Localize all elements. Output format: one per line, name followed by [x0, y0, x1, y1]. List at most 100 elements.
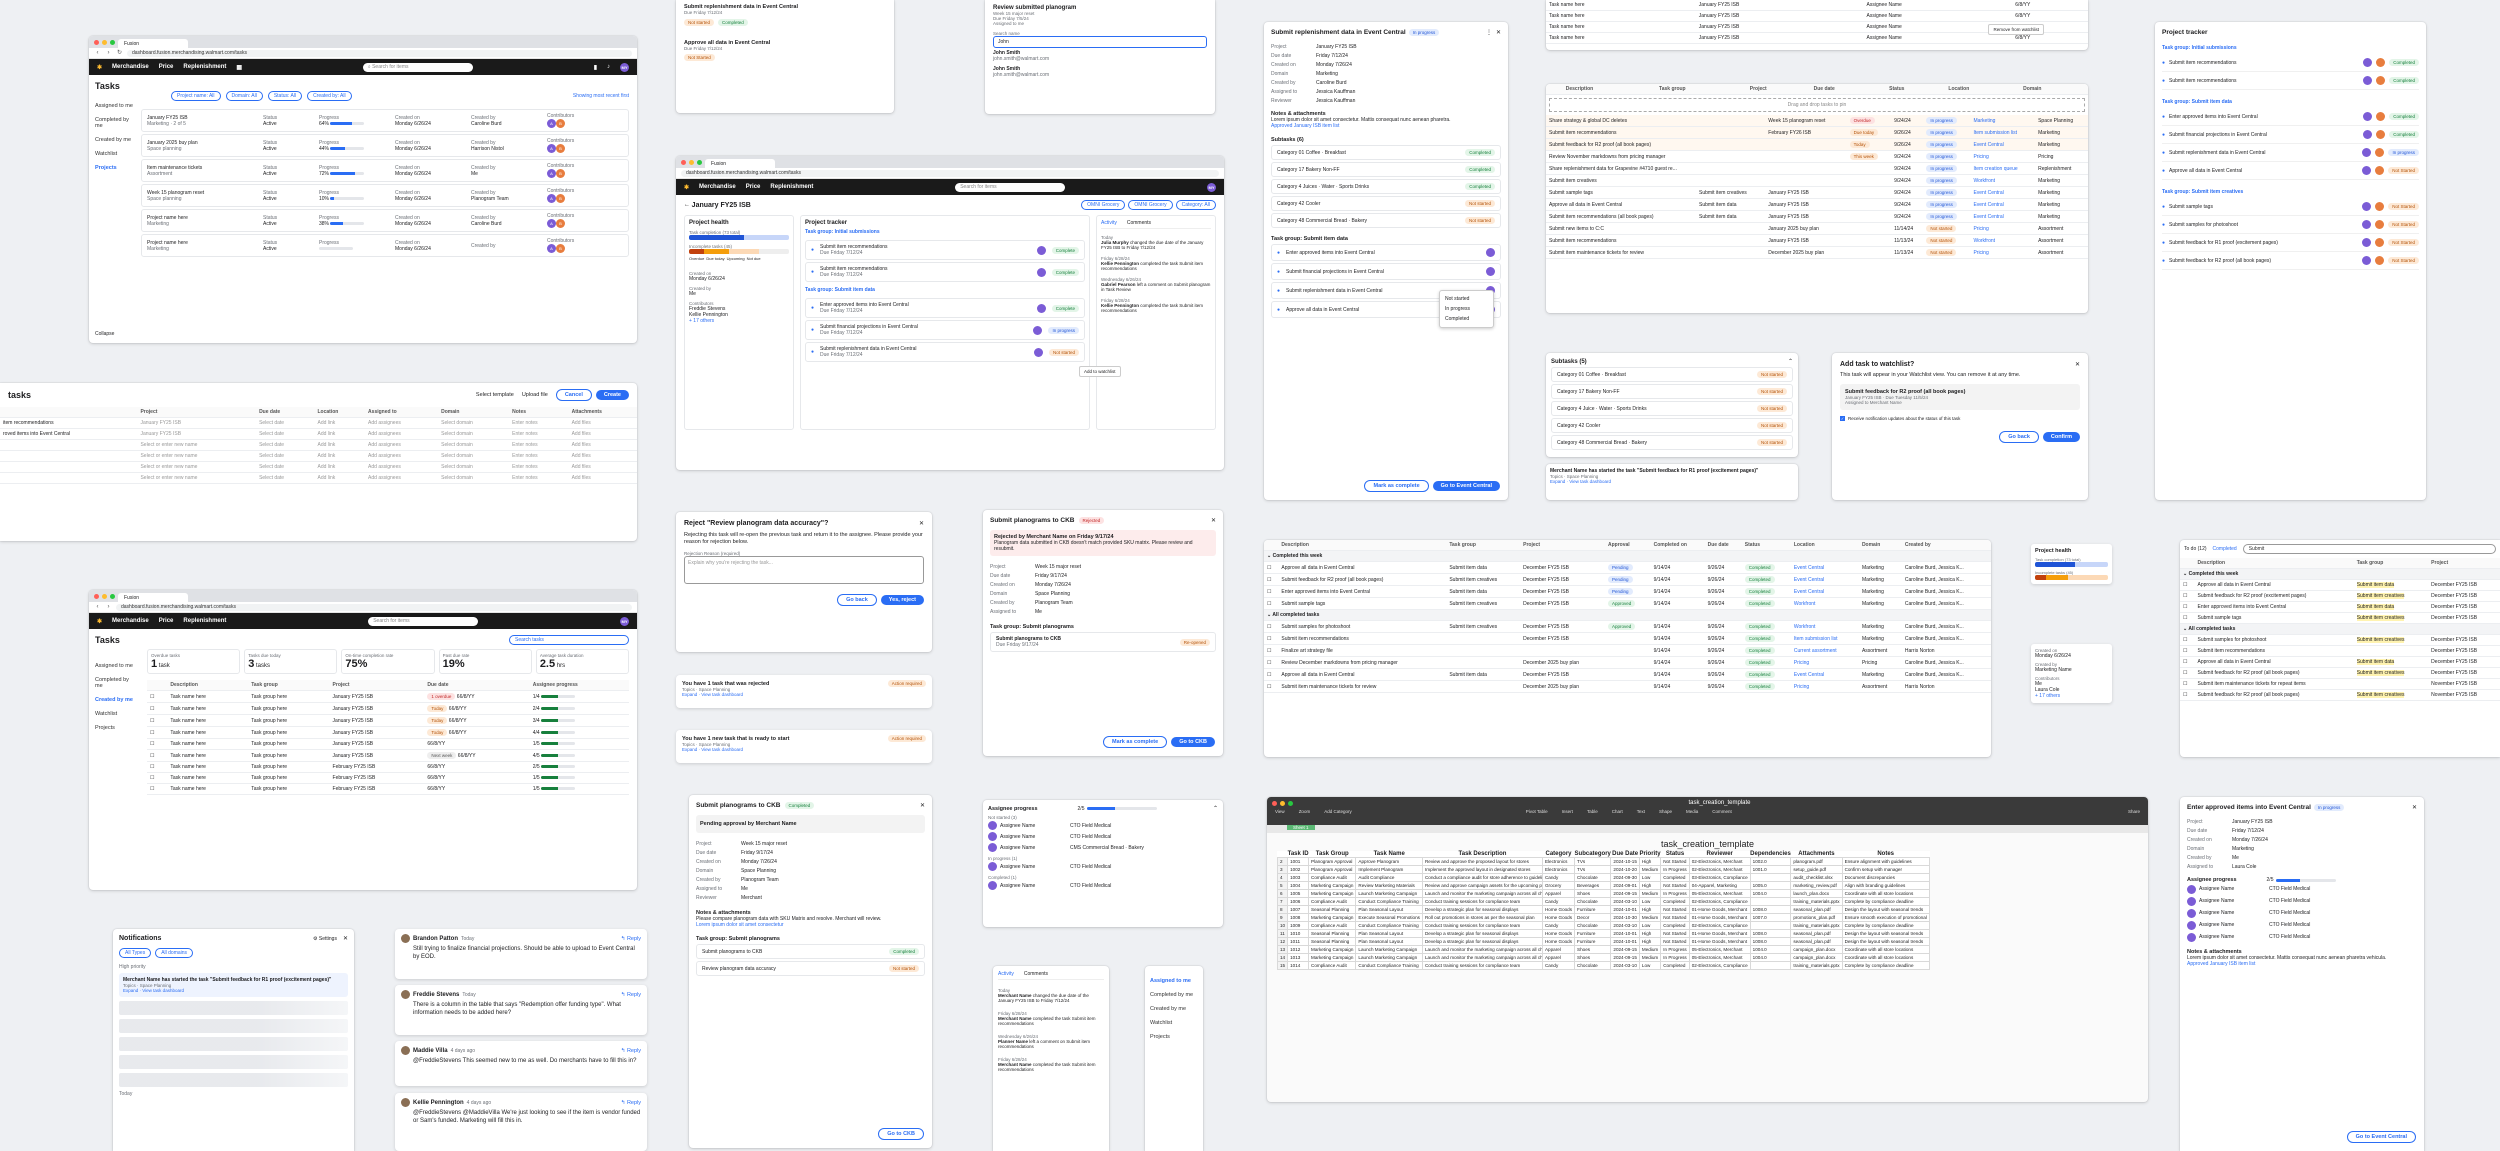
check-cell[interactable]: ☐: [147, 690, 168, 703]
sidebar-item-assigned[interactable]: Assigned to me: [95, 663, 133, 669]
col-header[interactable]: Project: [2428, 558, 2500, 569]
settings-button[interactable]: ⚙ Settings: [313, 935, 337, 942]
back-icon[interactable]: ‹: [96, 603, 99, 610]
col-header[interactable]: Task group: [1446, 540, 1521, 551]
more-contributors[interactable]: + 17 others: [689, 318, 715, 324]
close-icon[interactable]: ✕: [918, 521, 924, 527]
table-row[interactable]: ☐ Task name here Task group here January FY…: [147, 702, 629, 715]
filter-project[interactable]: Project name: All: [171, 91, 221, 101]
table-row[interactable]: ☐ Task name here Task group here January FY…: [147, 738, 629, 750]
table-row[interactable]: ☐ Task name here Task group here February F…: [147, 772, 629, 784]
remove-watchlist-menu[interactable]: Remove from watchlist: [1988, 24, 2044, 35]
back-arrow-icon[interactable]: ←: [684, 202, 692, 208]
collapse-button[interactable]: Collapse: [95, 331, 115, 337]
nav-merchandise[interactable]: Merchandise: [112, 64, 149, 70]
close-icon[interactable]: ✕: [1495, 30, 1501, 36]
nav-price[interactable]: Price: [745, 184, 761, 190]
section-header[interactable]: ⌄ Completed this week: [2180, 568, 2500, 580]
sheet-row[interactable]: 13 1012 Marketing Campaign Launch Marketing…: [1276, 945, 1930, 954]
location-link[interactable]: Workfront: [1973, 237, 1996, 244]
url-bar[interactable]: dashboard.fusion.merchandising.walmart.c…: [681, 169, 1219, 177]
table-row[interactable]: ☐ Enter approved items into Event Central…: [2180, 601, 2500, 613]
filter-created-by[interactable]: Created by: All: [307, 91, 352, 101]
chevron-up-icon[interactable]: ⌃: [1787, 359, 1793, 365]
name-search-input[interactable]: John: [993, 36, 1207, 48]
input-cell[interactable]: Select domain: [438, 439, 510, 451]
toolbar-button[interactable]: Add Category: [1324, 809, 1352, 814]
table-row[interactable]: ☐ Submit samples for photoshoot Submit ite…: [1264, 620, 1991, 633]
input-cell[interactable]: Select or enter new name: [137, 472, 257, 484]
url-bar[interactable]: dashboard.fusion.merchandising.walmart.c…: [127, 49, 632, 57]
subtask-row[interactable]: Category 4 Juices · Water · Sports Drink…: [1271, 179, 1501, 194]
input-cell[interactable]: Add link: [314, 472, 366, 484]
tab-activity[interactable]: Activity: [1101, 220, 1117, 226]
table-row[interactable]: Share replenishment data for Grapevine #…: [1546, 162, 2088, 175]
avatar[interactable]: MY: [1206, 182, 1216, 192]
input-cell[interactable]: Add link: [314, 428, 366, 440]
table-row[interactable]: ☐ Task name here Task group here February F…: [147, 761, 629, 773]
notification-item-blurred[interactable]: [119, 1001, 348, 1015]
sidebar-item[interactable]: Created by me: [1150, 1006, 1187, 1012]
input-cell[interactable]: [0, 439, 138, 451]
tracker-task[interactable]: ● Enter approved items into Event Central…: [805, 298, 1085, 318]
sidebar-item-created[interactable]: Created by me: [95, 137, 132, 143]
input-cell[interactable]: January FY25 ISB: [137, 428, 257, 440]
col-header[interactable]: Status: [1665, 851, 1685, 857]
col-header[interactable]: Attachments: [1798, 851, 1835, 857]
table-row[interactable]: Task name here January FY25 ISB Assignee N…: [1546, 0, 2088, 11]
menu-item[interactable]: Completed: [1445, 316, 1470, 322]
table-row[interactable]: ☐ Approve all data in Event Central Submit…: [2180, 656, 2500, 668]
avatar[interactable]: MY: [619, 616, 629, 626]
reload-icon[interactable]: ↻: [116, 49, 123, 56]
location-link[interactable]: Event Central: [1973, 189, 2004, 196]
input-cell[interactable]: Add link: [314, 439, 366, 451]
input-cell[interactable]: Enter notes: [509, 439, 569, 451]
sheet-row[interactable]: 12 1011 Seasonal Planning Plan Seasonal Lay…: [1276, 937, 1930, 946]
subtask-row[interactable]: Category 42 Cooler Not started: [1271, 196, 1501, 211]
input-cell[interactable]: [0, 450, 138, 462]
tab-activity[interactable]: Activity: [998, 971, 1014, 977]
input-cell[interactable]: [0, 472, 138, 484]
task-group-header[interactable]: Task group: Initial submissions: [2162, 45, 2237, 51]
tracker-task[interactable]: ● Enter approved items into Event Central: [1271, 244, 1501, 261]
forward-icon[interactable]: ›: [107, 49, 110, 56]
col-header[interactable]: Description: [1278, 540, 1447, 551]
table-row[interactable]: Submit feedback for R2 proof (all book p…: [1546, 138, 2088, 151]
add-to-watchlist-tooltip[interactable]: Add to watchlist: [1079, 366, 1121, 377]
sidebar-item[interactable]: Completed by me: [1150, 992, 1194, 998]
project-row[interactable]: Project name here Marketing Status Active …: [141, 234, 629, 257]
toolbar-button[interactable]: Pivot Table: [1525, 809, 1548, 814]
tracker-task[interactable]: ● Submit item recommendations Due Friday 7…: [805, 262, 1085, 282]
tracker-task[interactable]: ● Submit replenishment data in Event Cent…: [805, 342, 1085, 362]
tracker-task[interactable]: ● Submit financial projections in Event C…: [2162, 126, 2419, 144]
notification-item-blurred[interactable]: [119, 1073, 348, 1087]
input-cell[interactable]: Enter notes: [509, 461, 569, 473]
table-row[interactable]: Submit item recommendations January FY25 …: [1546, 234, 2088, 247]
col-header[interactable]: Due date: [1704, 540, 1742, 551]
input-cell[interactable]: Add files: [568, 417, 637, 429]
toolbar-button[interactable]: Table: [1586, 809, 1598, 814]
pin-drop-zone[interactable]: Drag and drop tasks to pin: [1549, 98, 2085, 112]
create-button[interactable]: Create: [595, 390, 629, 400]
table-row[interactable]: Review November markdowns from pricing m…: [1546, 150, 2088, 163]
mark-complete-button[interactable]: Mark as complete: [1103, 736, 1168, 748]
location-link[interactable]: Pricing: [1973, 249, 1989, 256]
location-link[interactable]: Workfront: [1973, 177, 1996, 184]
check-cell[interactable]: ☐: [147, 714, 168, 727]
tab-todo[interactable]: To do (12): [2184, 546, 2207, 552]
input-cell[interactable]: Select date: [256, 450, 315, 462]
col-header[interactable]: Dependencies: [1750, 851, 1791, 857]
input-cell[interactable]: Add files: [568, 450, 637, 462]
table-row[interactable]: ☐ Approve all data in Event Central Submit…: [1264, 668, 1991, 681]
input-cell[interactable]: Select or enter new name: [137, 450, 257, 462]
toast[interactable]: You have 1 new task that is ready to sta…: [676, 730, 932, 763]
sidebar-item-completed[interactable]: Completed by me: [95, 677, 129, 689]
location-link[interactable]: Event Central: [1973, 141, 2004, 148]
table-row[interactable]: Task name here January FY25 ISB Assignee N…: [1546, 21, 2088, 33]
sort-toggle[interactable]: Showing most recent first: [572, 93, 629, 99]
table-row[interactable]: ☐ Submit feedback for R2 proof (all book …: [1264, 573, 1991, 586]
sidebar-item-completed[interactable]: Completed by me: [95, 117, 129, 129]
location-link[interactable]: Marketing: [1973, 117, 1996, 124]
confirm-button[interactable]: Confirm: [2042, 432, 2080, 442]
input-cell[interactable]: Add assignees: [365, 417, 439, 429]
